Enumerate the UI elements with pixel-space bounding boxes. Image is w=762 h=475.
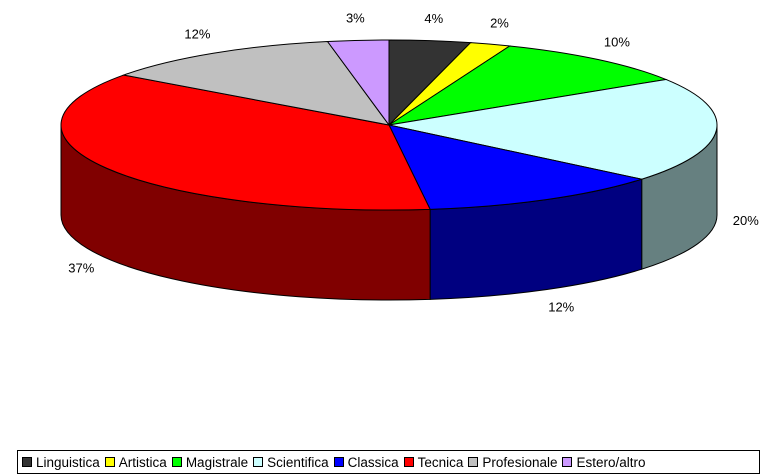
data-label: 10% (604, 35, 630, 50)
legend-item: Tecnica (403, 454, 464, 470)
legend-swatch (562, 457, 573, 467)
data-label: 37% (68, 261, 94, 276)
data-label: 3% (346, 11, 365, 26)
legend-label: Linguistica (36, 454, 100, 470)
legend-item: Linguistica (22, 455, 100, 470)
legend-label: Artistica (118, 454, 167, 470)
legend-label: Estero/altro (576, 454, 646, 470)
legend-swatch (104, 457, 115, 467)
legend-label: Tecnica (417, 454, 464, 470)
data-label: 20% (733, 213, 759, 228)
pie-slice (388, 78, 718, 180)
data-label: 4% (424, 11, 443, 26)
legend-item: Artistica (104, 454, 167, 470)
legend-swatch (253, 457, 264, 467)
legend-swatch (403, 457, 414, 467)
legend-item: Magistrale (171, 454, 249, 470)
legend-item: Classica (333, 454, 399, 470)
legend-swatch (22, 457, 32, 467)
legend-label: Magistrale (185, 454, 249, 470)
pie-slice (121, 40, 391, 126)
chart: 4% 2% 10% 20% 12% 37% 12% 3% (60, 11, 759, 315)
pie-slice (60, 74, 431, 211)
legend-label: Scientifica (267, 454, 329, 470)
legend-item: Estero/altro (562, 454, 646, 470)
legend-label: Classica (347, 454, 399, 470)
pie-slice (326, 39, 390, 127)
pie-slice (388, 124, 644, 210)
data-label: 2% (490, 15, 509, 30)
legend-swatch (171, 457, 182, 467)
legend-label: Profesionale (482, 454, 558, 470)
legend-item: Scientifica (253, 455, 329, 470)
legend-swatch (333, 457, 344, 467)
legend: Linguistica Artistica Magistrale Scientific… (17, 450, 760, 474)
data-label: 12% (184, 27, 210, 42)
pie-slice (388, 45, 668, 126)
legend-swatch (468, 457, 479, 467)
legend-item: Profesionale (468, 455, 557, 470)
data-label: 12% (548, 300, 574, 315)
